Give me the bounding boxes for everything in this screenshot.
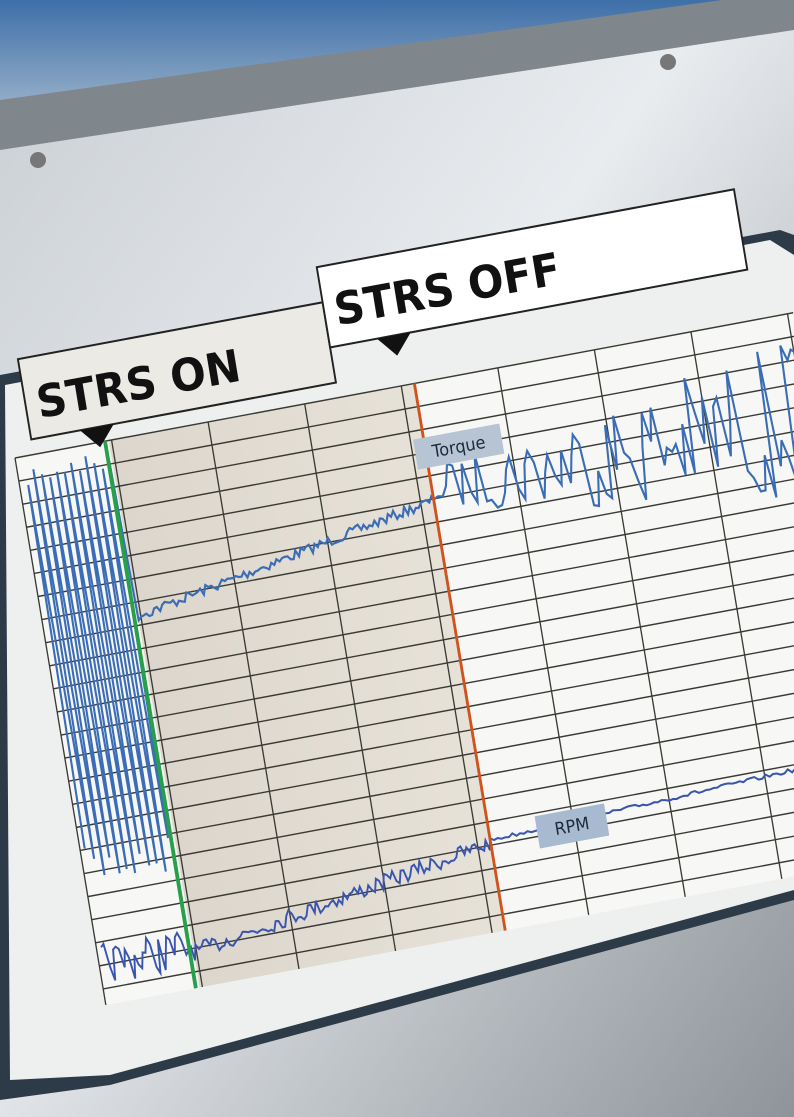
grid-line <box>53 542 794 690</box>
grid <box>14 312 794 1006</box>
grid-line <box>49 519 794 667</box>
rpm-trace <box>100 753 794 981</box>
grid-line <box>22 358 794 505</box>
grid-line <box>14 312 794 459</box>
panel-edge <box>0 0 794 150</box>
grid-line <box>72 658 794 805</box>
grid-line <box>30 404 794 552</box>
grid-line <box>91 773 794 921</box>
grid-line <box>110 439 204 988</box>
trace-label-box <box>534 803 610 849</box>
traces <box>27 345 794 981</box>
grid-line <box>76 681 794 829</box>
banner-pointer <box>376 332 411 356</box>
banner-box <box>16 301 338 441</box>
grid-line <box>37 450 794 598</box>
grid-line <box>400 385 493 934</box>
grid-line <box>304 403 397 952</box>
grid-line <box>41 473 794 621</box>
stop-marker <box>412 383 507 931</box>
screw <box>660 54 676 70</box>
grid-line <box>60 589 794 736</box>
grid-line <box>690 331 783 879</box>
grid-line <box>14 457 107 1006</box>
grid-line <box>64 612 794 759</box>
grid-line <box>45 496 794 644</box>
banner-pointer <box>79 424 114 448</box>
grid-line <box>103 843 794 990</box>
grid-line <box>207 421 300 970</box>
torque-trace <box>27 345 794 876</box>
trace-label-box <box>413 423 505 470</box>
grid-line <box>18 335 794 482</box>
grid-line <box>68 635 794 782</box>
start-marker <box>103 440 198 989</box>
grid-line <box>95 796 794 944</box>
banner-box <box>315 188 749 349</box>
grid-line <box>57 565 794 713</box>
grid-line <box>87 750 794 898</box>
monitor-display: Torque RPM STRS ON STRS OFF <box>14 188 794 1006</box>
grid-line <box>83 727 794 875</box>
screw <box>30 152 46 168</box>
grid-line <box>80 704 794 852</box>
